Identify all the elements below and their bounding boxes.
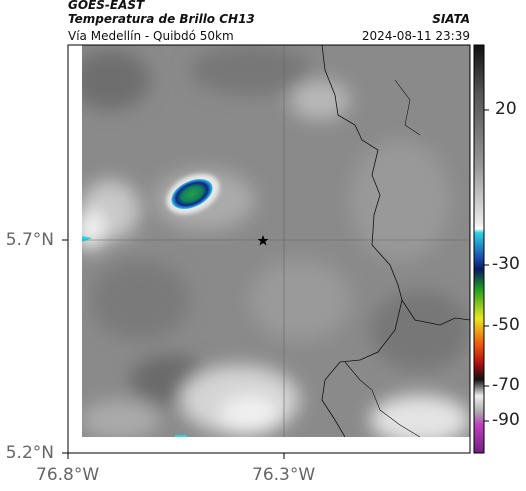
colorbar-label: 20 — [495, 99, 517, 119]
product-name: Temperatura de Brillo CH13 — [68, 12, 255, 26]
city-marker — [257, 235, 269, 246]
datetime: 2024-08-11 23:39 — [361, 29, 470, 43]
lat-label: 5.2°N — [5, 443, 54, 463]
region: Vía Medellín - Quibdó 50km — [68, 29, 234, 43]
source: SIATA — [432, 12, 470, 26]
lon-label: 76.3°W — [252, 465, 316, 485]
colorbar-label: -30 — [492, 254, 520, 274]
colorbar-label: -90 — [492, 410, 520, 430]
satellite-name: GOES-EAST — [68, 0, 145, 12]
map-frame — [62, 44, 471, 459]
lon-label: 76.8°W — [36, 465, 100, 485]
colorbar — [473, 44, 489, 454]
colorbar-label: -70 — [492, 375, 520, 395]
lat-label: 5.7°N — [5, 230, 54, 250]
colorbar-label: -50 — [492, 315, 520, 335]
